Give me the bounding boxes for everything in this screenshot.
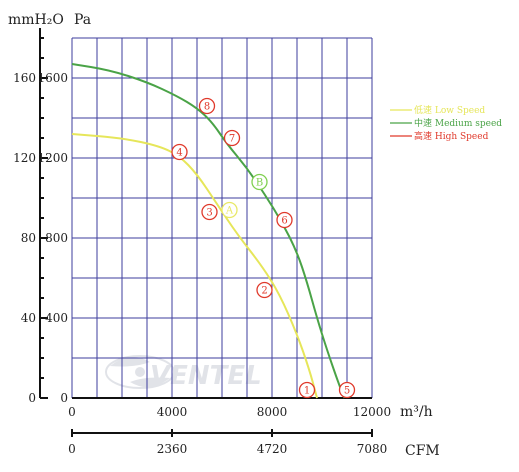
marker-label: 1 — [304, 386, 310, 397]
x-tick-label: 8000 — [257, 405, 288, 419]
marker-circle — [338, 381, 356, 399]
y-tick-label: 160 — [13, 71, 36, 85]
y-tick-label: 0 — [28, 391, 36, 405]
x2-tick-label: 7080 — [357, 442, 388, 456]
marker-label: 8 — [204, 102, 210, 113]
marker-circle — [256, 281, 273, 299]
y-tick-label: 40 — [21, 311, 36, 325]
y2-tick-label: 0 — [60, 391, 68, 405]
series-line-low — [71, 133, 318, 399]
marker-circle — [201, 203, 218, 221]
grid — [71, 37, 373, 399]
x-tick-label: 0 — [68, 405, 76, 419]
marker-circle — [221, 201, 238, 219]
y2-tick-label: 1200 — [37, 151, 68, 165]
series-line-medium — [71, 63, 346, 399]
x2-tick-label: 0 — [68, 442, 76, 456]
marker-label: 7 — [229, 134, 235, 145]
marker-label: 4 — [176, 148, 182, 159]
x-axis-unit-top: m³/h — [400, 404, 433, 420]
x-tick-label: 4000 — [157, 405, 188, 419]
y-axis-unit-right: Pa — [74, 12, 91, 28]
marker-label: 2 — [261, 286, 267, 297]
y2-tick-label: 400 — [45, 311, 68, 325]
marker-circle — [171, 143, 188, 161]
x2-tick-label: 4720 — [257, 442, 288, 456]
watermark-text: VENTEL — [150, 361, 262, 391]
marker-circle — [298, 381, 316, 399]
marker-circle — [223, 129, 241, 147]
fan-logo-icon — [105, 355, 175, 389]
marker-label: A — [225, 206, 234, 217]
series-layer — [71, 63, 346, 399]
marker-label: 3 — [206, 208, 212, 219]
y2-tick-label: 1600 — [37, 71, 68, 85]
x2-tick-label: 2360 — [157, 442, 188, 456]
x-axis-unit-bottom: CFM — [405, 443, 440, 459]
y-tick-label: 80 — [21, 231, 36, 245]
y-tick-label: 120 — [13, 151, 36, 165]
markers-layer: 1 2 3 4 5 6 7 8 B A — [171, 97, 356, 399]
marker-circle — [276, 211, 293, 229]
marker-label: 5 — [344, 386, 350, 397]
watermark: VENTEL — [105, 355, 262, 391]
legend-label-low: 低速 Low Speed — [414, 104, 485, 116]
marker-circle — [198, 97, 216, 115]
y-axis-unit-left: mmH₂O — [8, 12, 64, 28]
marker-label: 6 — [281, 216, 287, 227]
legend-label-medium: 中速 Medium speed — [414, 117, 502, 129]
marker-label: B — [256, 178, 263, 189]
marker-circle — [251, 173, 268, 191]
legend-label-high: 高速 High Speed — [414, 130, 489, 142]
y2-tick-label: 800 — [45, 231, 68, 245]
x-tick-label: 12000 — [353, 405, 391, 419]
